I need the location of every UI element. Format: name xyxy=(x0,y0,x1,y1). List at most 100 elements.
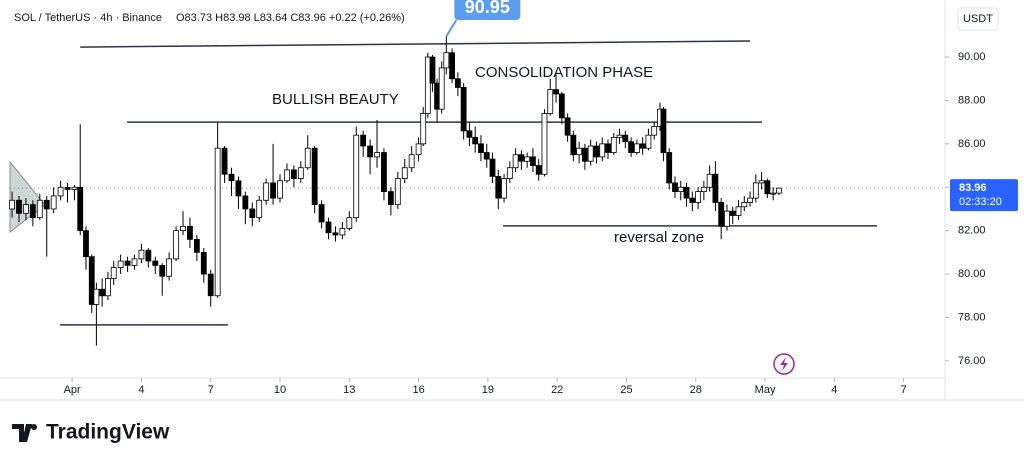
candle-body xyxy=(77,186,84,232)
candle-body xyxy=(576,147,583,156)
candle-body xyxy=(16,199,22,214)
x-tick-label: 28 xyxy=(690,384,702,396)
candle-body xyxy=(472,136,479,145)
candle-body xyxy=(735,206,742,216)
candle-body xyxy=(242,195,249,210)
x-tick-label: 10 xyxy=(274,384,286,396)
candle-body xyxy=(249,208,256,219)
x-tick-label: May xyxy=(755,384,776,396)
candle-body xyxy=(304,147,311,169)
y-tick-label: 80.00 xyxy=(958,268,986,280)
candle-body xyxy=(138,249,145,260)
candle-body xyxy=(221,147,228,175)
annotation: CONSOLIDATION PHASE xyxy=(475,64,653,81)
candle-body xyxy=(88,256,95,305)
candle-body xyxy=(712,173,719,203)
candle-body xyxy=(360,134,367,147)
candle-body xyxy=(429,56,436,84)
x-tick-label: 4 xyxy=(138,384,144,396)
candle-body xyxy=(758,180,765,184)
candle-body xyxy=(256,199,263,219)
x-tick-label: 25 xyxy=(620,384,632,396)
candle-body xyxy=(564,117,571,136)
brand-name[interactable]: TradingView xyxy=(46,421,170,444)
candle-body xyxy=(50,195,57,210)
candle-body xyxy=(449,52,455,80)
currency-label[interactable]: USDT xyxy=(963,13,993,25)
candle-body xyxy=(193,238,200,253)
candle-body xyxy=(518,154,525,162)
candle-body xyxy=(610,136,617,153)
alert-bolt xyxy=(780,357,788,371)
annotation: reversal zone xyxy=(614,229,704,246)
candle-body xyxy=(180,225,186,232)
candle-body xyxy=(332,232,339,236)
candle-body xyxy=(64,186,71,190)
candle-body xyxy=(290,169,297,179)
candle-body xyxy=(200,251,207,275)
x-tick-label: Apr xyxy=(64,384,81,396)
candle-body xyxy=(318,204,325,223)
candle-body xyxy=(284,169,290,182)
x-tick-label: 7 xyxy=(901,384,907,396)
candle-body xyxy=(466,130,473,138)
y-tick-label: 88.00 xyxy=(958,94,986,106)
candle-body xyxy=(706,173,713,188)
candle-body xyxy=(424,56,431,114)
candle-body xyxy=(506,167,513,179)
candle-body xyxy=(214,147,221,297)
candle-body xyxy=(695,191,701,203)
candle-body xyxy=(495,176,502,199)
candle-body xyxy=(689,197,696,203)
candle-body xyxy=(770,192,777,195)
candle-body xyxy=(483,152,490,160)
candle-body xyxy=(558,93,565,119)
y-tick-label: 76.00 xyxy=(958,355,986,367)
candle-body xyxy=(346,217,353,229)
candle-body xyxy=(683,186,690,199)
brand-icon xyxy=(12,424,37,442)
candle-body xyxy=(408,154,415,169)
candle-body xyxy=(599,143,606,158)
candle-body xyxy=(207,273,214,297)
candle-body xyxy=(367,145,373,158)
candle-body xyxy=(297,167,304,179)
candle-body xyxy=(131,258,138,266)
annotation: BULLISH BEAUTY xyxy=(272,91,399,108)
candle-body xyxy=(99,288,106,297)
candle-body xyxy=(124,260,131,266)
candle-body xyxy=(547,89,554,114)
candle-body xyxy=(501,178,507,199)
candle-body xyxy=(628,141,635,153)
high-marker-pointer xyxy=(445,19,458,37)
candle-body xyxy=(152,260,159,266)
y-tick-label: 86.00 xyxy=(958,138,986,150)
candle-body xyxy=(570,134,577,156)
candle-body xyxy=(187,225,193,240)
candle-body xyxy=(263,182,270,201)
alert-icon[interactable] xyxy=(773,353,795,375)
candle-body xyxy=(593,145,600,158)
candle-body xyxy=(776,187,782,194)
candle-body xyxy=(9,199,15,210)
brand-logo[interactable]: TradingView xyxy=(12,421,170,444)
candle-body xyxy=(105,278,111,297)
candle-body xyxy=(752,182,759,199)
candle-body xyxy=(677,186,684,193)
candle-body xyxy=(325,221,332,234)
candle-body xyxy=(541,113,548,175)
candle-body xyxy=(339,228,346,236)
x-tick-label: 4 xyxy=(831,384,837,396)
last-price-label: 83.96 xyxy=(959,182,987,194)
x-tick-label: 16 xyxy=(412,384,424,396)
candle-body xyxy=(93,288,100,305)
candle-body xyxy=(438,67,445,110)
currency-box[interactable] xyxy=(957,7,999,31)
candle-body xyxy=(381,152,387,193)
symbol-title: SOL / TetherUS · 4h · Binance xyxy=(14,12,162,24)
candle-body xyxy=(29,204,36,219)
candle-body xyxy=(605,143,611,153)
candle-body xyxy=(443,52,450,69)
candle-body xyxy=(587,145,594,162)
x-tick-label: 22 xyxy=(551,384,563,396)
